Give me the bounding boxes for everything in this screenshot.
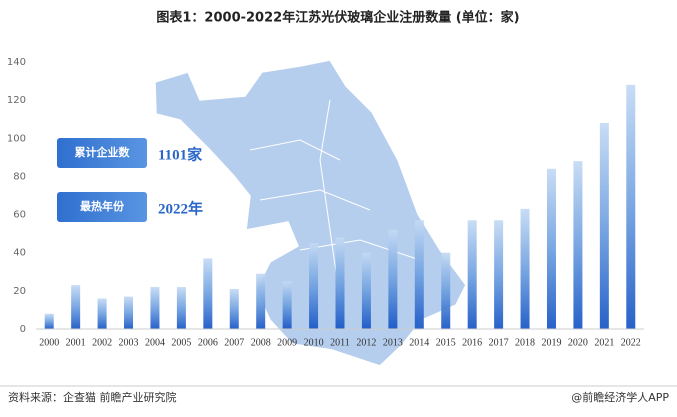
x-tick-label: 2010 [304,337,324,348]
bar [282,281,292,329]
bar [361,252,371,329]
bar [203,258,213,329]
callout-value: 1101家 [158,145,202,163]
bar [229,288,239,329]
bar [150,287,160,329]
x-tick-label: 2018 [515,337,535,348]
bar [573,161,583,329]
bar [520,208,530,329]
map-background [154,59,467,367]
callout-box [57,192,147,222]
bar [335,237,345,329]
bar [388,229,398,329]
callout-value: 2022年 [158,199,203,217]
x-tick-label: 2022 [621,337,641,348]
y-tick-label: 20 [13,286,26,297]
bar [494,220,504,329]
x-tick-label: 2011 [330,337,350,348]
x-tick-label: 2019 [541,337,561,348]
y-tick-label: 80 [13,171,26,182]
callout-label: 累计企业数 [75,145,131,159]
bar [309,243,319,329]
bar [256,273,266,329]
x-tick-label: 2014 [409,337,429,348]
x-tick-label: 2015 [436,337,456,348]
x-tick-label: 2001 [66,337,86,348]
callout-label: 最热年份 [80,199,125,213]
source: 资料来源：企查猫 前瞻产业研究院 [8,390,177,404]
x-tick-label: 2006 [198,337,218,348]
bar [467,220,477,329]
x-tick-label: 2005 [171,337,191,348]
x-tick-label: 2000 [39,337,59,348]
bar [414,220,424,329]
bar [44,313,54,329]
bar [176,287,186,329]
y-tick-label: 100 [7,133,26,144]
bar [97,298,107,329]
y-tick-label: 0 [20,324,26,335]
x-tick-label: 2016 [462,337,482,348]
bar [546,168,556,329]
x-tick-label: 2012 [356,337,376,348]
x-tick-label: 2008 [251,337,271,348]
callout-box [57,138,147,168]
x-tick-label: 2007 [224,337,244,348]
bar [124,296,134,329]
y-tick-label: 60 [13,210,26,221]
x-tick-label: 2021 [594,337,614,348]
x-tick-label: 2009 [277,337,297,348]
chart-title: 图表1：2000-2022年江苏光伏玻璃企业注册数量 (单位：家) [156,10,519,26]
credit: @前瞻经济学人APP [571,390,669,404]
x-tick-label: 2004 [145,337,165,348]
x-tick-label: 2013 [383,337,403,348]
y-tick-label: 140 [7,57,26,68]
x-tick-label: 2020 [568,337,588,348]
bar [599,123,609,330]
bar [626,84,636,329]
x-tick-label: 2003 [119,337,139,348]
y-tick-label: 40 [13,248,26,259]
bar [441,252,451,329]
x-tick-label: 2017 [489,337,509,348]
x-tick-label: 2002 [92,337,112,348]
map-borders [249,99,421,301]
bar [71,285,81,329]
y-tick-label: 120 [7,95,26,106]
